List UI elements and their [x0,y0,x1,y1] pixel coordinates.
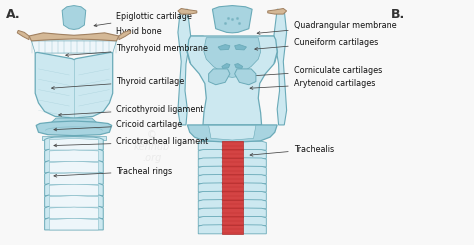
Polygon shape [45,159,103,173]
Polygon shape [42,136,106,140]
Polygon shape [222,191,243,200]
Polygon shape [204,38,261,77]
Polygon shape [45,194,103,207]
Text: Cuneiform cartilages: Cuneiform cartilages [255,38,378,50]
Polygon shape [246,36,278,66]
Polygon shape [198,208,266,217]
Polygon shape [35,52,113,118]
Polygon shape [198,191,266,200]
Polygon shape [49,150,99,161]
Polygon shape [235,69,256,85]
Polygon shape [209,125,256,140]
Text: Cricoid cartilage: Cricoid cartilage [54,121,183,131]
Polygon shape [212,6,252,33]
Polygon shape [45,137,103,150]
Polygon shape [222,174,243,184]
Text: Hyoid bone: Hyoid bone [80,27,162,39]
Text: A.: A. [6,8,21,21]
Polygon shape [49,139,99,150]
Polygon shape [222,158,243,167]
Polygon shape [198,149,266,159]
Polygon shape [31,41,117,53]
Polygon shape [119,30,131,40]
Text: Epiglottic cartilage: Epiglottic cartilage [94,12,192,27]
Polygon shape [198,158,266,167]
Text: Quadrangular membrane: Quadrangular membrane [257,21,396,34]
Polygon shape [62,6,86,29]
Polygon shape [198,225,266,234]
Polygon shape [49,219,99,230]
Polygon shape [222,166,243,175]
Polygon shape [45,171,103,184]
Text: ©
kenhub
.org: © kenhub .org [134,130,170,163]
Text: Thyroid cartilage: Thyroid cartilage [52,77,185,89]
Text: Arytenoid cartilages: Arytenoid cartilages [250,79,375,89]
Polygon shape [29,33,119,41]
Polygon shape [222,183,243,192]
Polygon shape [187,36,219,66]
Polygon shape [222,225,243,234]
Polygon shape [49,173,99,184]
Polygon shape [222,216,243,225]
Polygon shape [50,118,98,125]
Polygon shape [198,183,266,192]
Polygon shape [49,184,99,196]
Polygon shape [45,182,103,196]
Text: Thyrohyoid membrane: Thyrohyoid membrane [66,44,209,56]
Text: B.: B. [391,8,405,21]
Text: Trachealis: Trachealis [250,145,334,156]
Polygon shape [36,121,112,136]
Polygon shape [268,9,287,14]
Polygon shape [209,69,230,85]
Polygon shape [274,9,287,125]
Polygon shape [49,161,99,173]
Polygon shape [198,216,266,225]
Polygon shape [222,141,243,150]
Polygon shape [235,63,243,68]
Text: Cricotracheal ligament: Cricotracheal ligament [54,137,209,147]
Text: Cricothyroid ligament: Cricothyroid ligament [59,105,204,116]
Polygon shape [178,9,197,14]
Text: Corniculate cartilages: Corniculate cartilages [250,66,382,77]
Polygon shape [45,148,103,161]
Polygon shape [218,45,230,50]
Polygon shape [222,208,243,217]
Polygon shape [45,205,103,219]
Polygon shape [17,30,29,40]
Polygon shape [222,63,230,68]
Polygon shape [222,200,243,209]
Polygon shape [198,166,266,175]
Polygon shape [198,200,266,209]
Polygon shape [198,141,266,150]
Polygon shape [49,196,99,207]
Polygon shape [187,125,277,143]
Polygon shape [198,174,266,184]
Polygon shape [178,9,191,125]
Polygon shape [45,217,103,230]
Polygon shape [187,36,277,125]
Polygon shape [49,207,99,219]
Polygon shape [235,45,246,50]
Polygon shape [222,149,243,159]
Text: Tracheal rings: Tracheal rings [54,167,173,177]
